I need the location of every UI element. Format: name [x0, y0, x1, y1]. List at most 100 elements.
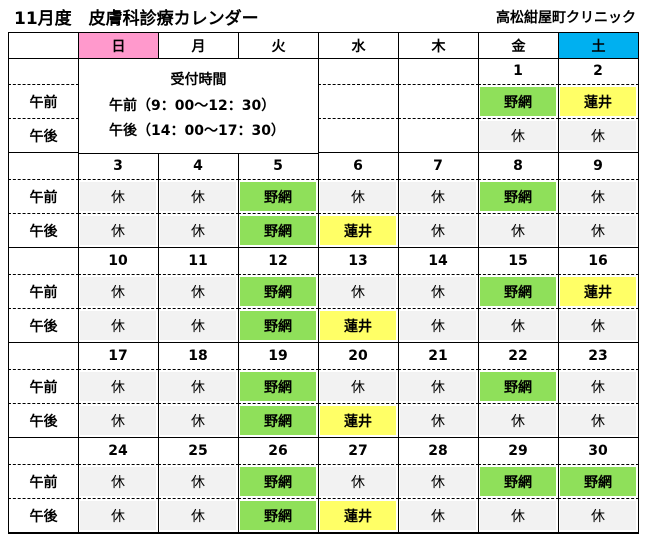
- day-header: 日: [78, 32, 159, 59]
- row-label: 午前: [8, 465, 79, 499]
- schedule-cell: 休: [558, 214, 639, 248]
- day-header: 金: [478, 32, 559, 59]
- schedule-cell: 休: [78, 309, 159, 343]
- schedule-cell: 休: [78, 465, 159, 499]
- day-header: 火: [238, 32, 319, 59]
- date-cell: 2: [558, 58, 639, 85]
- date-cell: 1: [478, 58, 559, 85]
- day-header: 土: [558, 32, 639, 59]
- header-corner: [8, 32, 79, 59]
- schedule-entry: 休: [160, 182, 236, 211]
- date-cell: 29: [478, 438, 559, 465]
- schedule-entry: 休: [560, 406, 636, 435]
- schedule-cell: [318, 85, 399, 119]
- schedule-entry: 休: [560, 372, 636, 401]
- schedule-cell: [318, 119, 399, 153]
- schedule-cell: 休: [78, 180, 159, 214]
- schedule-cell: 休: [398, 404, 479, 438]
- schedule-cell: 野網: [238, 275, 319, 309]
- row-label: 午後: [8, 214, 79, 248]
- date-cell: 20: [318, 343, 399, 370]
- schedule-entry: 蓮井: [320, 406, 396, 435]
- schedule-cell: 野網: [478, 85, 559, 119]
- date-cell: 26: [238, 438, 319, 465]
- schedule-cell: 休: [318, 465, 399, 499]
- schedule-cell: [398, 119, 479, 153]
- schedule-entry: 蓮井: [560, 87, 636, 116]
- schedule-cell: 野網: [238, 465, 319, 499]
- schedule-entry: 休: [80, 216, 156, 245]
- date-cell: 10: [78, 248, 159, 275]
- schedule-cell: 野網: [238, 214, 319, 248]
- schedule-cell: 野網: [478, 370, 559, 404]
- schedule-entry: 休: [160, 406, 236, 435]
- schedule-entry: 休: [160, 277, 236, 306]
- date-cell: 16: [558, 248, 639, 275]
- schedule-cell: 休: [558, 119, 639, 153]
- schedule-cell: 休: [78, 370, 159, 404]
- schedule-cell: 休: [158, 180, 239, 214]
- schedule-entry: 蓮井: [320, 216, 396, 245]
- reception-am: 午前（9：00～12：30）: [109, 98, 276, 114]
- date-cell: 8: [478, 153, 559, 180]
- schedule-entry: 休: [560, 501, 636, 530]
- schedule-cell: 休: [158, 275, 239, 309]
- schedule-cell: 野網: [238, 180, 319, 214]
- schedule-entry: 休: [80, 467, 156, 496]
- date-cell: 23: [558, 343, 639, 370]
- date-cell: 27: [318, 438, 399, 465]
- date-cell: 7: [398, 153, 479, 180]
- clinic-name: 高松紺屋町クリニック: [496, 10, 636, 26]
- schedule-cell: 休: [558, 499, 639, 533]
- schedule-cell: 休: [158, 499, 239, 533]
- schedule-cell: 野網: [238, 404, 319, 438]
- date-cell: 21: [398, 343, 479, 370]
- schedule-entry: 野網: [240, 467, 316, 496]
- schedule-cell: 野網: [478, 180, 559, 214]
- schedule-entry: 休: [80, 372, 156, 401]
- schedule-entry: 休: [320, 372, 396, 401]
- schedule-cell: 野網: [238, 370, 319, 404]
- schedule-entry: 野網: [480, 182, 556, 211]
- schedule-entry: 休: [160, 372, 236, 401]
- schedule-entry: 休: [560, 216, 636, 245]
- schedule-entry: 蓮井: [320, 311, 396, 340]
- date-cell: 3: [78, 153, 159, 180]
- schedule-entry: 野網: [240, 311, 316, 340]
- schedule-cell: [398, 85, 479, 119]
- schedule-entry: 野網: [480, 277, 556, 306]
- date-cell: 24: [78, 438, 159, 465]
- reception-box: 受付時間 午前（9：00～12：30） 午後（14：00～17：30）: [78, 58, 319, 154]
- row-label: 午後: [8, 404, 79, 438]
- schedule-entry: 休: [80, 182, 156, 211]
- date-cell: 5: [238, 153, 319, 180]
- schedule-cell: 休: [478, 214, 559, 248]
- schedule-cell: 野網: [478, 465, 559, 499]
- day-header: 月: [158, 32, 239, 59]
- date-cell: 28: [398, 438, 479, 465]
- schedule-entry: 休: [560, 121, 636, 150]
- schedule-entry: 休: [320, 182, 396, 211]
- schedule-entry: 野網: [480, 87, 556, 116]
- schedule-entry: 野網: [480, 467, 556, 496]
- schedule-cell: 休: [478, 119, 559, 153]
- schedule-cell: 蓮井: [558, 275, 639, 309]
- day-header: 木: [398, 32, 479, 59]
- schedule-cell: 休: [478, 499, 559, 533]
- schedule-cell: 休: [398, 214, 479, 248]
- schedule-cell: 休: [78, 214, 159, 248]
- schedule-entry: 野網: [240, 406, 316, 435]
- schedule-cell: 休: [158, 370, 239, 404]
- schedule-cell: 休: [558, 404, 639, 438]
- date-cell: [318, 58, 399, 85]
- row-label: 午後: [8, 499, 79, 533]
- date-cell: 12: [238, 248, 319, 275]
- schedule-cell: 休: [318, 370, 399, 404]
- row-label: 午後: [8, 309, 79, 343]
- schedule-cell: 休: [398, 465, 479, 499]
- date-cell: 30: [558, 438, 639, 465]
- schedule-cell: 休: [78, 275, 159, 309]
- date-cell: 6: [318, 153, 399, 180]
- schedule-entry: 野網: [240, 501, 316, 530]
- schedule-entry: 休: [480, 121, 556, 150]
